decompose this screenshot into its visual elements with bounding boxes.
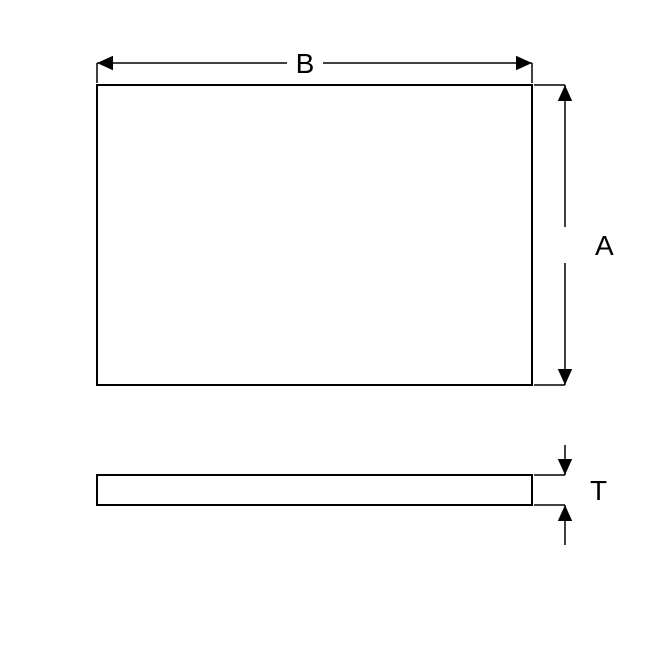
- dimension-t: [534, 445, 572, 545]
- dimension-a: [534, 85, 572, 385]
- dimension-b-label: B: [296, 48, 315, 79]
- dimension-diagram: B A T: [0, 0, 670, 670]
- plan-view-rectangle: [97, 85, 532, 385]
- dimension-a-label: A: [595, 230, 614, 261]
- side-view-rectangle: [97, 475, 532, 505]
- dimension-t-label: T: [590, 475, 607, 506]
- dimension-b: [97, 56, 532, 83]
